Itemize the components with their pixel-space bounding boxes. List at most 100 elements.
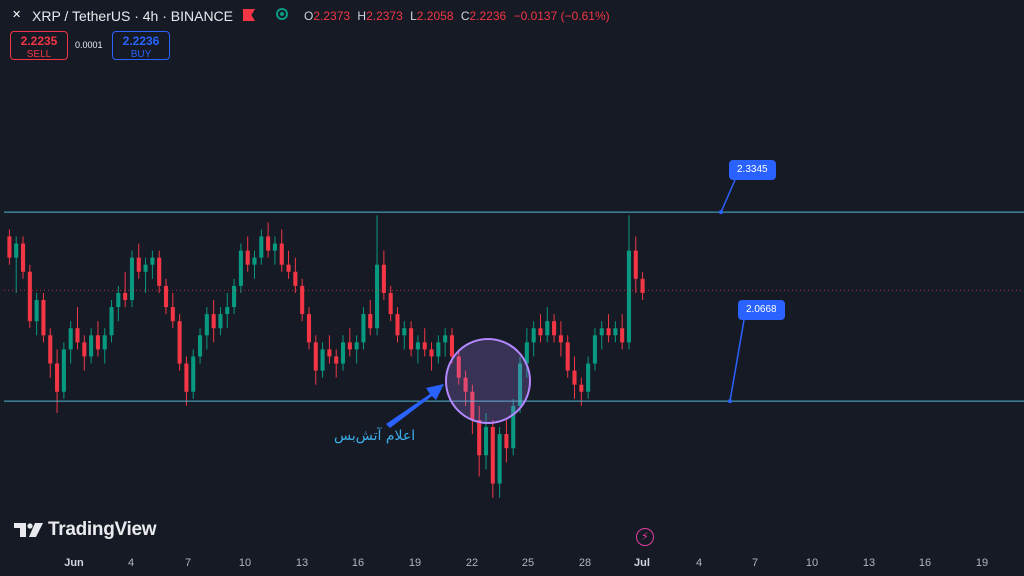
symbol-title[interactable]: XRP / TetherUS · 4h · BINANCE <box>32 8 233 24</box>
candle-body[interactable] <box>327 349 332 357</box>
candle-body[interactable] <box>157 257 162 286</box>
candle-body[interactable] <box>150 257 155 265</box>
candle-body[interactable] <box>381 264 386 293</box>
candle-body[interactable] <box>27 271 32 322</box>
candle-body[interactable] <box>613 328 618 336</box>
candle-body[interactable] <box>490 427 495 484</box>
candle-body[interactable] <box>334 356 339 364</box>
highlight-circle[interactable] <box>445 338 531 424</box>
candle-body[interactable] <box>191 356 196 392</box>
candle-body[interactable] <box>252 257 257 265</box>
annotation-arrow[interactable] <box>386 384 444 428</box>
candle-body[interactable] <box>266 236 271 251</box>
candle-body[interactable] <box>429 349 434 357</box>
candle-body[interactable] <box>538 328 543 336</box>
candle-body[interactable] <box>41 300 46 336</box>
candle-body[interactable] <box>592 335 597 364</box>
candle-body[interactable] <box>204 314 209 336</box>
candle-body[interactable] <box>123 292 128 300</box>
time-axis[interactable]: Jun 4 7 10 13 16 19 22 25 28 Jul 4 7 10 13 16 19 <box>0 551 1024 576</box>
candle-body[interactable] <box>14 243 19 258</box>
support-price-label[interactable]: 2.0668 <box>738 300 785 320</box>
candle-body[interactable] <box>347 342 352 350</box>
candle-body[interactable] <box>354 342 359 350</box>
candle-body[interactable] <box>116 292 121 308</box>
candle-body[interactable] <box>436 342 441 357</box>
candle-body[interactable] <box>232 285 237 308</box>
candle-body[interactable] <box>579 384 584 392</box>
candle-body[interactable] <box>7 236 12 258</box>
candle-body[interactable] <box>565 342 570 371</box>
candle-body[interactable] <box>483 427 489 456</box>
candle-body[interactable] <box>75 328 80 343</box>
candle-body[interactable] <box>340 342 346 364</box>
candle-body[interactable] <box>184 363 189 392</box>
candle-body[interactable] <box>518 363 523 406</box>
candle-body[interactable] <box>558 335 563 343</box>
candle-body[interactable] <box>368 314 373 329</box>
candle-body[interactable] <box>293 271 298 286</box>
candle-body[interactable] <box>320 349 325 371</box>
candle-body[interactable] <box>313 342 318 371</box>
candle-body[interactable] <box>225 307 230 315</box>
tradingview-logo[interactable]: TradingView <box>14 519 157 541</box>
candle-body[interactable] <box>477 420 482 456</box>
lightning-icon[interactable]: ⚡ <box>636 528 654 546</box>
candle-body[interactable] <box>109 307 114 336</box>
candle-body[interactable] <box>177 321 182 364</box>
candle-body[interactable] <box>245 250 250 265</box>
candle-body[interactable] <box>286 264 291 272</box>
candle-body[interactable] <box>531 328 536 343</box>
sell-button[interactable]: 2.2235 SELL <box>10 31 68 60</box>
candle-body[interactable] <box>443 335 448 343</box>
resistance-price-label[interactable]: 2.3345 <box>729 160 776 180</box>
candle-body[interactable] <box>211 314 216 329</box>
candle-body[interactable] <box>48 335 53 364</box>
candle-body[interactable] <box>34 300 39 322</box>
candle-body[interactable] <box>102 335 107 350</box>
candle-body[interactable] <box>606 328 611 336</box>
candle-body[interactable] <box>55 363 60 392</box>
candle-body[interactable] <box>395 314 400 336</box>
candle-body[interactable] <box>300 285 305 315</box>
candle-body[interactable] <box>279 243 284 265</box>
candle-body[interactable] <box>89 335 94 357</box>
candle-body[interactable] <box>552 321 557 336</box>
candle-body[interactable] <box>238 250 243 286</box>
candle-body[interactable] <box>463 377 468 392</box>
candle-body[interactable] <box>409 328 414 350</box>
candle-body[interactable] <box>422 342 427 350</box>
annotation-text[interactable]: اعلام آتش‌بس <box>334 428 416 444</box>
candle-body[interactable] <box>68 328 73 350</box>
candle-body[interactable] <box>524 342 529 364</box>
candle-body[interactable] <box>545 321 550 336</box>
candle-body[interactable] <box>218 314 223 329</box>
candle-body[interactable] <box>82 342 87 357</box>
candle-body[interactable] <box>626 250 632 343</box>
candle-body[interactable] <box>633 250 638 279</box>
candle-body[interactable] <box>388 292 393 315</box>
candle-body[interactable] <box>306 314 312 343</box>
candle-body[interactable] <box>259 236 264 258</box>
candle-body[interactable] <box>136 257 141 272</box>
candle-body[interactable] <box>620 328 625 343</box>
candle-body[interactable] <box>198 335 203 357</box>
candle-body[interactable] <box>586 363 591 392</box>
candle-body[interactable] <box>375 264 380 329</box>
candle-body[interactable] <box>170 307 175 322</box>
candle-body[interactable] <box>402 328 407 336</box>
candle-body[interactable] <box>95 335 100 350</box>
candle-body[interactable] <box>504 434 509 449</box>
candle-body[interactable] <box>470 391 475 420</box>
candle-body[interactable] <box>497 434 502 484</box>
flag-icon[interactable] <box>243 9 255 21</box>
candle-body[interactable] <box>640 278 645 293</box>
candle-body[interactable] <box>361 314 366 343</box>
market-status-icon[interactable] <box>276 8 288 20</box>
candle-body[interactable] <box>129 257 134 300</box>
candle-body[interactable] <box>511 405 516 449</box>
candle-body[interactable] <box>163 285 169 308</box>
candle-body[interactable] <box>599 328 604 336</box>
candle-body[interactable] <box>143 264 148 272</box>
